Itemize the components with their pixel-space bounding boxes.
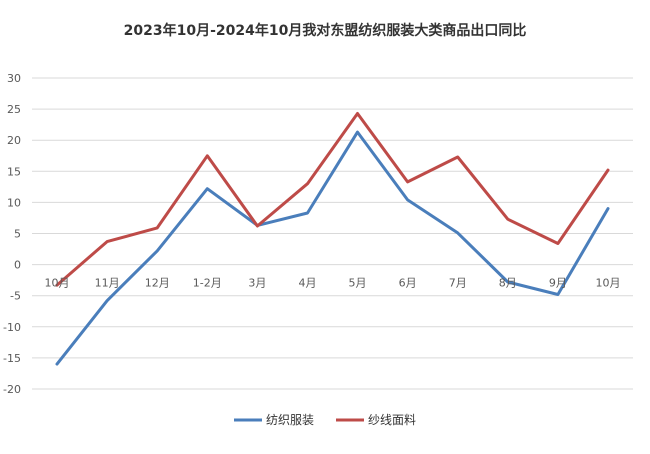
x-tick-label: 10月 [595, 277, 620, 290]
legend: 纺织服装 纱线面料 [234, 413, 416, 427]
y-tick-label: 25 [7, 103, 21, 116]
x-tick-label: 5月 [349, 277, 367, 290]
series-lines [55, 112, 610, 366]
x-tick-label: 12月 [145, 277, 170, 290]
x-tick-label: 8月 [499, 277, 517, 290]
x-tick-label: 3月 [248, 277, 266, 290]
x-tick-label: 11月 [95, 277, 120, 290]
y-tick-label: 15 [7, 165, 21, 178]
x-axis-ticks: 10月 11月 12月 1-2月 3月 4月 5月 6月 7月 8月 9月 10月 [45, 277, 621, 290]
legend-label: 纺织服装 [266, 413, 314, 427]
legend-label: 纱线面料 [368, 413, 416, 427]
grid [32, 77, 633, 390]
y-axis-ticks: -20 -15 -10 -5 0 5 10 15 20 25 30 [3, 72, 21, 396]
y-tick-label: 20 [7, 134, 21, 147]
chart-title: 2023年10月-2024年10月我对东盟纺织服装大类商品出口同比 [123, 23, 527, 39]
x-tick-label: 7月 [449, 277, 467, 290]
y-tick-label: 10 [7, 196, 21, 209]
y-tick-label: -15 [3, 352, 21, 365]
x-tick-label: 10月 [45, 277, 70, 290]
series-line [55, 112, 610, 287]
y-tick-label: 30 [7, 72, 21, 85]
y-tick-label: 5 [14, 228, 21, 241]
x-tick-label: 4月 [298, 277, 316, 290]
x-tick-label: 9月 [549, 277, 567, 290]
y-tick-label: 0 [14, 259, 21, 272]
x-tick-label: 1-2月 [193, 277, 222, 290]
series-line [55, 130, 610, 366]
y-tick-label: -20 [3, 383, 21, 396]
y-tick-label: -5 [10, 290, 21, 303]
y-tick-label: -10 [3, 321, 21, 334]
x-tick-label: 6月 [399, 277, 417, 290]
